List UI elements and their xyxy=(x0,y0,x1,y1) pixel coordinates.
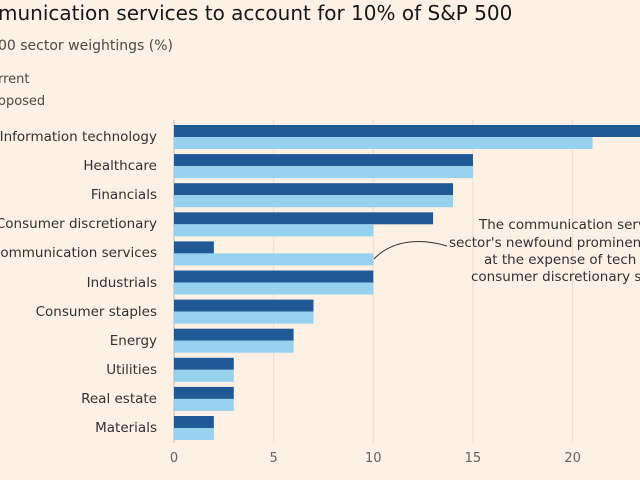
category-label: Communication services xyxy=(0,245,157,262)
x-tick-label: 20 xyxy=(564,451,581,466)
bar-proposed xyxy=(174,428,214,440)
bar-current xyxy=(174,416,214,428)
category-label: Real estate xyxy=(81,390,157,407)
bar-proposed xyxy=(174,369,234,382)
category-label: Industrials xyxy=(86,274,157,291)
bar-current xyxy=(174,386,234,399)
category-label: Financials xyxy=(90,187,157,204)
annotation-line-3: at the expense of tech a xyxy=(484,252,640,268)
category-label: Utilities xyxy=(106,361,157,378)
bar-current xyxy=(174,183,454,196)
bar-proposed xyxy=(174,282,374,295)
bar-current xyxy=(174,241,214,254)
annotation-line-2: sector's newfound prominenc xyxy=(449,235,640,251)
chart-title: munication services to account for 10% o… xyxy=(0,1,513,25)
bar-current xyxy=(174,357,234,370)
category-label: Materials xyxy=(95,420,157,436)
bar-proposed xyxy=(174,137,593,149)
bar-proposed xyxy=(174,311,314,324)
bar-proposed xyxy=(174,166,473,179)
category-label: Energy xyxy=(109,332,157,349)
legend-current: rrent xyxy=(0,72,30,87)
bar-proposed xyxy=(174,195,454,208)
bar-proposed xyxy=(174,398,234,411)
x-tick-label: 0 xyxy=(169,451,179,466)
bar-current xyxy=(174,270,374,283)
category-label: Consumer discretionary xyxy=(0,216,157,233)
category-label: Information technology xyxy=(0,129,157,145)
category-label: Healthcare xyxy=(83,158,157,175)
annotation-connector xyxy=(373,241,448,260)
x-tick-label: 10 xyxy=(365,451,382,466)
annotation-line-1: The communication serv xyxy=(479,217,640,233)
bar-proposed xyxy=(174,224,374,237)
bar-proposed xyxy=(174,253,374,266)
category-label: Consumer staples xyxy=(35,303,157,320)
bar-current xyxy=(174,328,294,341)
x-tick-label: 15 xyxy=(464,451,482,466)
legend-proposed: oposed xyxy=(0,94,46,109)
bar-current xyxy=(174,299,314,312)
x-tick-label: 5 xyxy=(269,451,278,466)
bar-current xyxy=(174,154,473,167)
bar-current xyxy=(174,125,640,137)
bar-proposed xyxy=(174,340,294,353)
bar-current xyxy=(174,212,434,225)
chart-subtitle: 00 sector weightings (%) xyxy=(0,38,173,54)
annotation-line-4: consumer discretionary se xyxy=(471,269,640,285)
